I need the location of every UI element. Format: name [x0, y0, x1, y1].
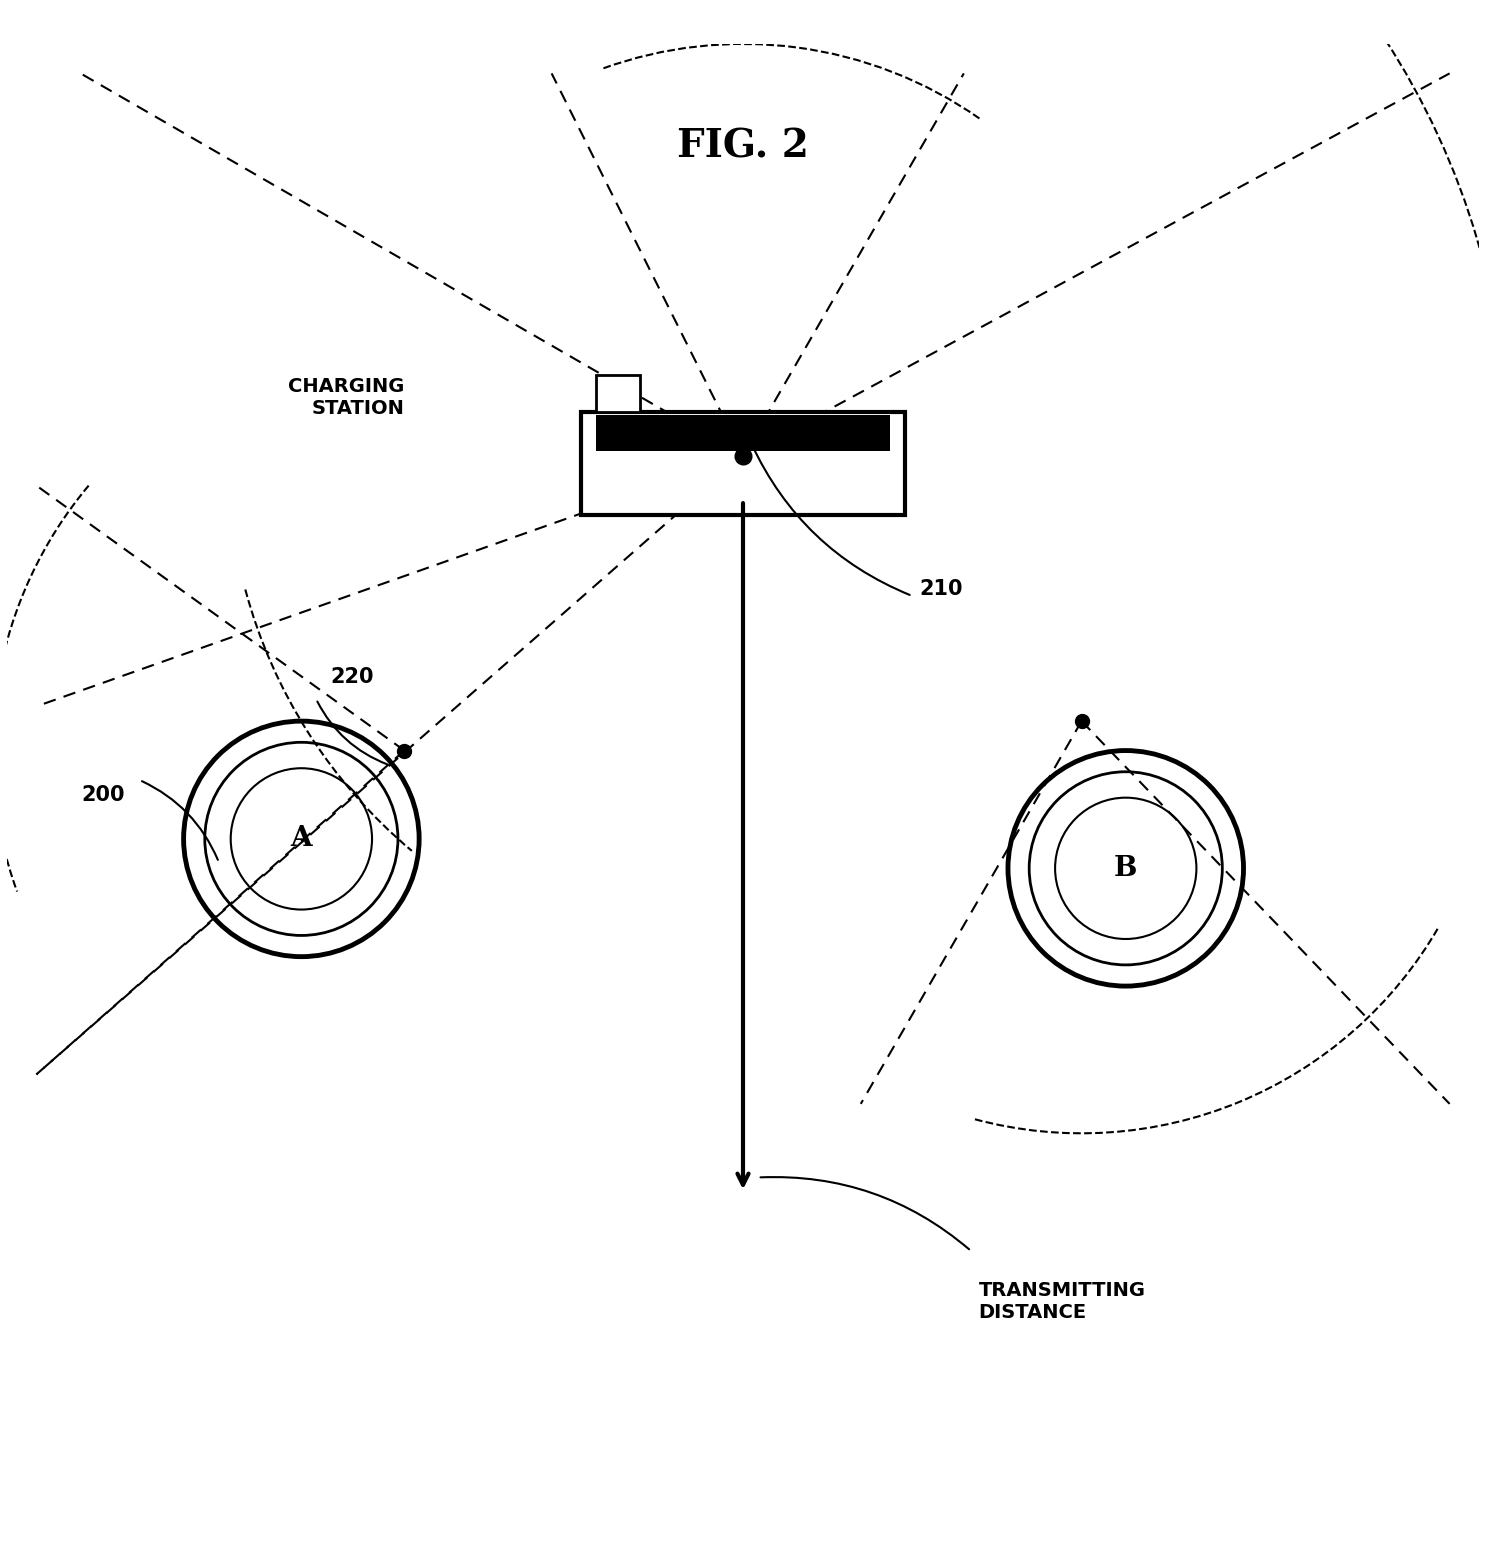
Text: FIG. 2: FIG. 2 — [678, 128, 808, 165]
Text: TRANSMITTING
DISTANCE: TRANSMITTING DISTANCE — [979, 1281, 1146, 1321]
Bar — [596, 415, 890, 451]
Bar — [596, 374, 640, 412]
Text: 210: 210 — [920, 579, 963, 599]
Text: 220: 220 — [331, 668, 374, 686]
FancyBboxPatch shape — [581, 412, 905, 515]
Text: 200: 200 — [82, 785, 125, 805]
Text: A: A — [291, 825, 312, 852]
Text: CHARGING
STATION: CHARGING STATION — [288, 378, 404, 418]
Text: B: B — [1114, 855, 1137, 881]
